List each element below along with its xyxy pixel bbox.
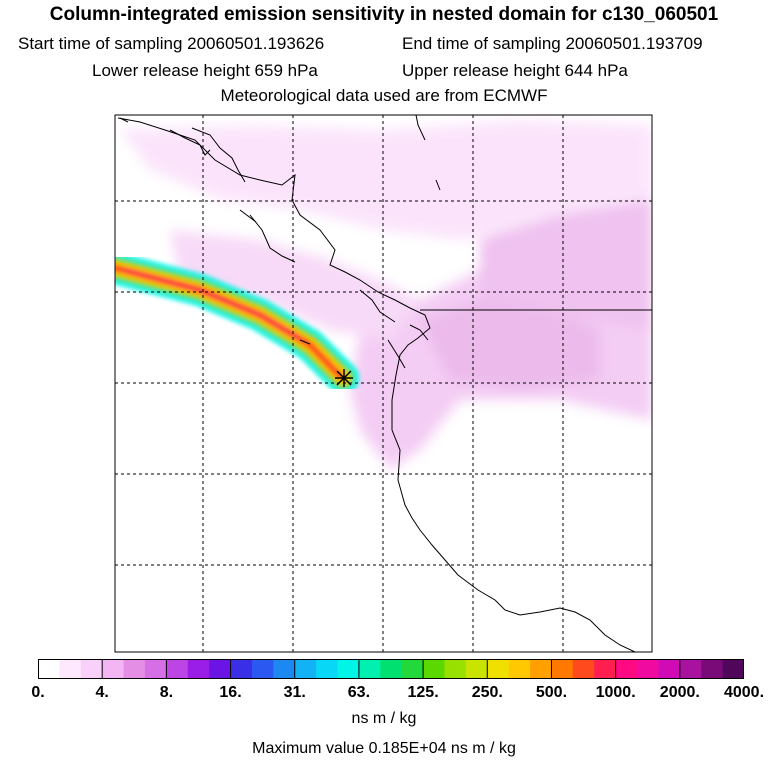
colorbar-cell [38, 659, 60, 679]
met-data-label: Meteorological data used are from ECMWF [220, 86, 548, 105]
colorbar-cell [166, 659, 189, 679]
colorbar-cell [337, 659, 360, 679]
emission-plume [115, 252, 359, 394]
colorbar-tick-label: 125. [407, 684, 439, 701]
start-time-label: Start time of sampling 20060501.193626 [18, 34, 325, 53]
lower-height-label: Lower release height 659 hPa [92, 61, 318, 80]
colorbar-tick-label: 8. [159, 684, 174, 701]
coastlines [117, 115, 652, 652]
colorbar-cell [615, 659, 638, 679]
colorbar-tick-label: 16. [219, 684, 242, 701]
release-marker [335, 369, 353, 387]
map-area [115, 115, 652, 652]
colorbar-cell [722, 659, 744, 679]
colorbar-cell [123, 659, 146, 679]
colorbar-cell [551, 659, 574, 679]
maximum-value-label: Maximum value 0.185E+04 ns m / kg [252, 740, 516, 757]
colorbar-cell [423, 659, 445, 679]
colorbar-tick-label: 250. [471, 684, 503, 701]
colorbar-cell [701, 659, 724, 679]
sensitivity-map [114, 114, 653, 653]
colorbar-cell [144, 659, 167, 679]
colorbar-cell [59, 659, 82, 679]
colorbar-tick-label: 0. [31, 684, 45, 701]
colorbar-tick-label: 63. [347, 684, 371, 701]
colorbar-cell [401, 659, 424, 679]
colorbar-tick-label: 4. [95, 684, 109, 701]
map-frame [114, 114, 653, 653]
colorbar-cell [251, 659, 274, 679]
upper-height-label: Upper release height 644 hPa [402, 61, 628, 80]
colorbar [38, 659, 744, 679]
end-time-label: End time of sampling 20060501.193709 [402, 34, 703, 53]
colorbar-units: ns m / kg [351, 710, 417, 727]
colorbar-cell [594, 659, 617, 679]
colorbar-cell [679, 659, 702, 679]
colorbar-cell [530, 659, 552, 679]
colorbar-cell [358, 659, 381, 679]
chart-title: Column-integrated emission sensitivity i… [49, 4, 719, 25]
colorbar-cell [658, 659, 681, 679]
colorbar-cell [273, 659, 296, 679]
colorbar-cell [637, 659, 659, 679]
colorbar-cell [508, 659, 531, 679]
colorbar-cell [230, 659, 253, 679]
colorbar-cell [102, 659, 125, 679]
colorbar-cell [80, 659, 103, 679]
colorbar-cell [187, 659, 210, 679]
colorbar-tick-label: 500. [535, 684, 568, 701]
colorbar-cell [294, 659, 317, 679]
colorbar-cell [380, 659, 403, 679]
colorbar-tick-label: 4000. [723, 684, 765, 701]
colorbar-tick-label: 2000. [659, 684, 700, 701]
colorbar-cell [465, 659, 488, 679]
colorbar-tick-label: 1000. [595, 684, 636, 701]
colorbar-cell [444, 659, 467, 679]
background-sensitivity [120, 120, 652, 470]
colorbar-cell [209, 659, 232, 679]
colorbar-cell [572, 659, 595, 679]
colorbar-tick-label: 31. [283, 684, 306, 701]
colorbar-cell [316, 659, 339, 679]
colorbar-cell [487, 659, 510, 679]
